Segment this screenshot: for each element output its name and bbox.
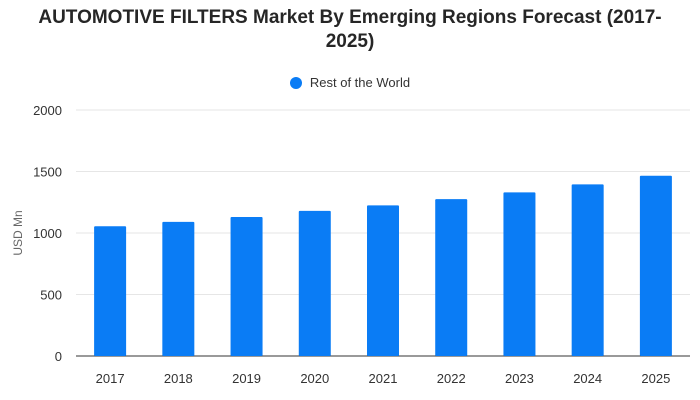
legend-label: Rest of the World xyxy=(309,75,411,90)
bar xyxy=(571,184,604,356)
bar xyxy=(503,192,536,356)
y-tick-label: 2000 xyxy=(33,103,62,118)
y-tick-label: 500 xyxy=(40,288,62,303)
x-tick-label: 2017 xyxy=(96,371,125,386)
x-tick-label: 2023 xyxy=(505,371,534,386)
bar xyxy=(639,175,672,356)
bar xyxy=(230,217,263,356)
y-tick-label: 1000 xyxy=(33,226,62,241)
x-tick-label: 2020 xyxy=(300,371,329,386)
bar xyxy=(298,210,331,356)
chart-title: AUTOMOTIVE FILTERS Market By Emerging Re… xyxy=(0,6,700,54)
y-tick-label: 1500 xyxy=(33,165,62,180)
y-tick-label: 0 xyxy=(55,349,62,364)
bar xyxy=(162,221,195,356)
chart-title-line-2: 2025) xyxy=(325,31,375,52)
chart-legend: Rest of the World xyxy=(0,75,700,90)
legend-swatch xyxy=(289,76,302,89)
x-tick-label: 2022 xyxy=(437,371,466,386)
bar xyxy=(94,226,127,356)
chart-title-line-1: AUTOMOTIVE FILTERS Market By Emerging Re… xyxy=(38,7,662,28)
x-tick-label: 2021 xyxy=(369,371,398,386)
x-tick-label: 2024 xyxy=(573,371,602,386)
x-tick-label: 2018 xyxy=(164,371,193,386)
x-tick-label: 2019 xyxy=(232,371,261,386)
bar xyxy=(367,205,399,356)
y-axis-title: USD Mn xyxy=(11,210,25,255)
x-tick-label: 2025 xyxy=(641,371,670,386)
bar xyxy=(435,199,468,356)
